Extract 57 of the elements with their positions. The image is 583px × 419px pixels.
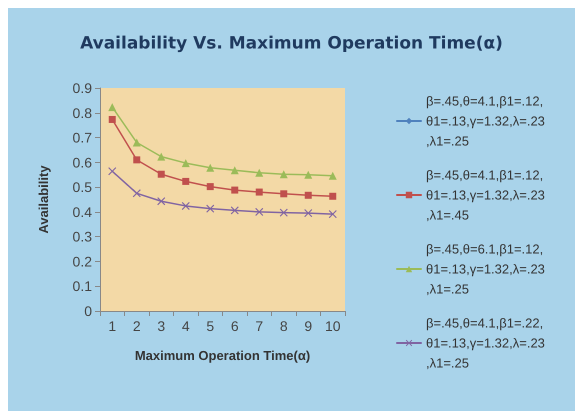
point (329, 192, 336, 200)
point (304, 170, 312, 179)
point (108, 103, 116, 112)
x-tick-label: 7 (255, 318, 264, 334)
point (280, 170, 288, 178)
point (206, 204, 214, 213)
legend-label: β=.45,θ=4.1,β1=.12,θ1=.13,γ=1.32,λ=.23,λ1=.45 (426, 168, 545, 222)
point (182, 202, 190, 210)
point (230, 166, 239, 174)
x-tick-label: 4 (182, 318, 190, 334)
y-tick-label: 0.6 (72, 154, 92, 170)
y-tick-label: 0.3 (72, 228, 92, 245)
point (280, 208, 288, 217)
x-tick-label: 9 (304, 318, 312, 334)
x-tick-label: 3 (157, 318, 166, 334)
x-tick-label: 10 (324, 318, 341, 334)
y-tick-label: 0.5 (72, 179, 92, 196)
point (206, 164, 214, 172)
y-axis-title: Availability (36, 164, 51, 234)
y-tick-label: 0.8 (72, 104, 92, 121)
x-tick-label: 8 (280, 318, 288, 334)
point (256, 188, 263, 196)
x-tick-label: 5 (206, 318, 214, 334)
point (108, 116, 116, 123)
legend-label: β=.45,θ=4.1,β1=.22,θ1=.13,γ=1.32,λ=.23,λ1=.25 (426, 316, 545, 370)
point (132, 138, 141, 147)
point (304, 192, 312, 199)
legend-label: β=.45,θ=4.1,β1=.12,θ1=.13,γ=1.32,λ=.23,λ1=.25 (426, 94, 545, 148)
point (158, 170, 165, 178)
point (133, 156, 140, 164)
y-tick-label: 0.9 (72, 80, 92, 96)
point (182, 178, 190, 185)
y-tick-label: 0 (84, 303, 92, 319)
point (132, 189, 141, 198)
point (231, 186, 238, 194)
point (280, 190, 288, 198)
chart-title: Availability Vs. Maximum Operation Time(α) (80, 34, 503, 54)
point (328, 210, 337, 218)
point (304, 209, 312, 218)
x-tick-label: 2 (132, 318, 141, 334)
point (182, 159, 190, 168)
point (157, 197, 166, 206)
point (230, 206, 239, 214)
y-tick-label: 0.7 (72, 130, 92, 146)
x-tick-label: 6 (230, 318, 239, 334)
point (255, 168, 264, 177)
point (108, 167, 116, 176)
legend-label: β=.45,θ=6.1,β1=.12,θ1=.13,γ=1.32,λ=.23,λ1=.25 (426, 242, 545, 296)
y-tick-label: 0.2 (72, 253, 92, 270)
y-tick-label: 0.1 (72, 278, 92, 294)
x-tick-label: 1 (108, 318, 116, 334)
point (157, 152, 166, 161)
y-tick-label: 0.4 (72, 204, 92, 220)
point (206, 183, 214, 190)
x-axis-title: Maximum Operation Time(α) (134, 348, 310, 363)
point (328, 172, 337, 180)
point (255, 208, 264, 216)
